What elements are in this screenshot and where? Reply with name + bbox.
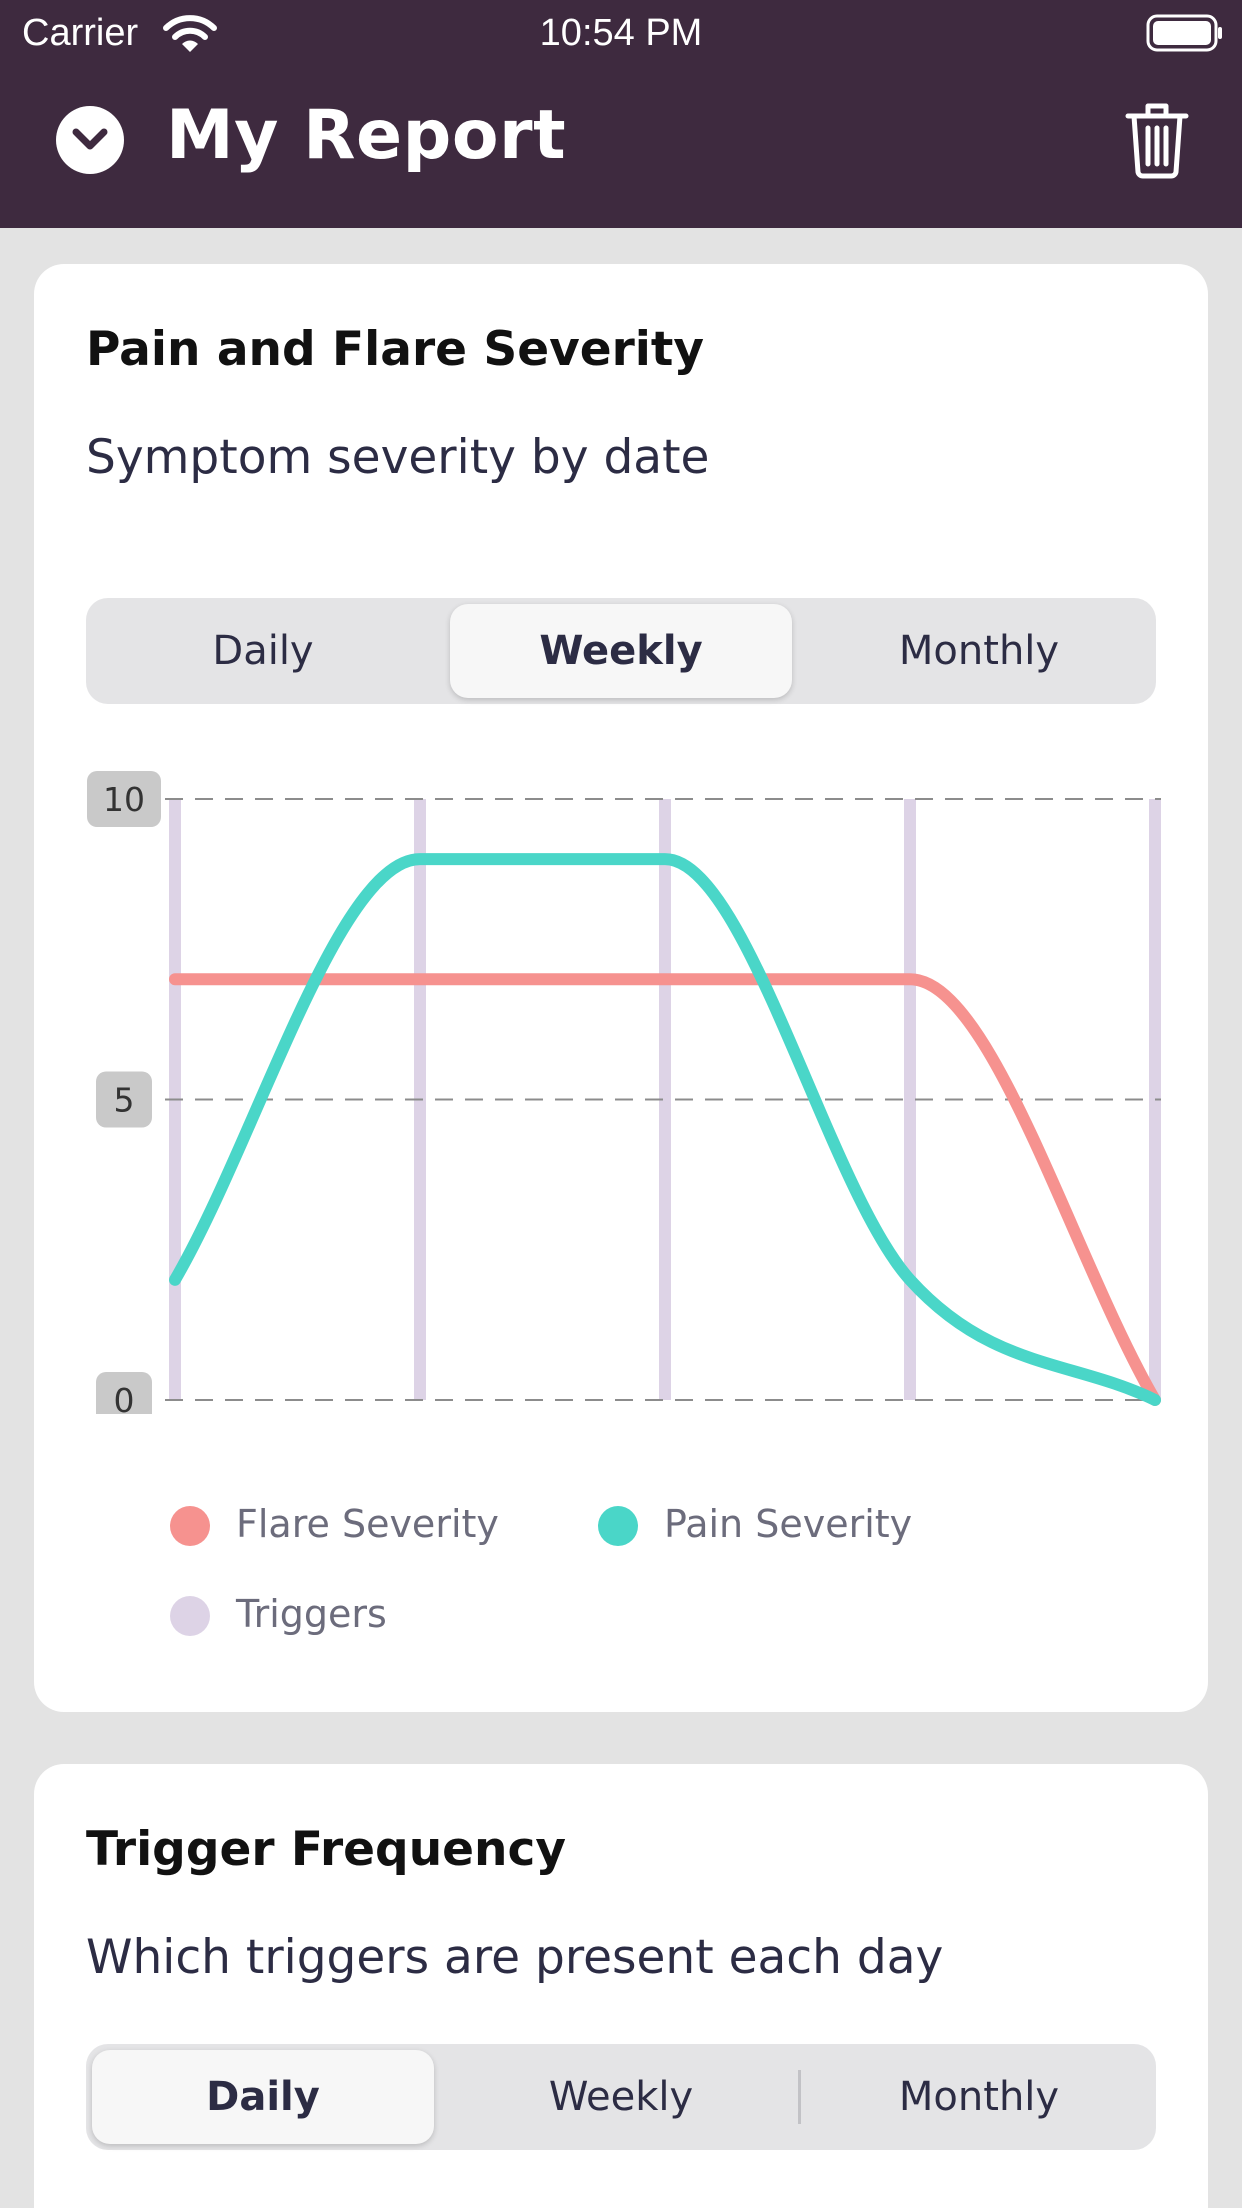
y-tick-badge (96, 1071, 152, 1128)
legend-dot-pain (598, 1506, 638, 1546)
tab-separator (798, 2070, 801, 2124)
tab-daily[interactable]: Daily (212, 628, 314, 674)
y-tick-label: 0 (114, 1381, 135, 1414)
legend-label-triggers: Triggers (236, 1592, 387, 1636)
severity-period-selector: Daily Weekly Monthly (86, 598, 1156, 704)
tab-weekly[interactable]: Weekly (450, 604, 792, 698)
carrier-label: Carrier (22, 12, 139, 54)
tab-daily[interactable]: Daily (92, 2050, 434, 2144)
trigger-period-selector: Daily Weekly Monthly (86, 2044, 1156, 2150)
status-bar: Carrier 10:54 PM (0, 0, 1242, 68)
wifi-icon (163, 15, 217, 52)
pain-severity-line (169, 853, 1161, 1406)
trigger-bar (659, 799, 671, 1400)
severity-card-title: Pain and Flare Severity (86, 322, 704, 377)
top-bar: Carrier 10:54 PM My Report (0, 0, 1242, 228)
battery-icon (1146, 14, 1222, 52)
trash-icon[interactable] (1124, 100, 1190, 180)
clock: 10:54 PM (539, 12, 703, 54)
y-tick-badge (87, 771, 161, 827)
y-tick-label: 10 (103, 780, 145, 819)
y-tick-badge (96, 1372, 152, 1414)
severity-card-subtitle: Symptom severity by date (86, 430, 710, 485)
collapse-button[interactable] (56, 106, 124, 174)
severity-card: Pain and Flare Severity Symptom severity… (34, 264, 1208, 1712)
legend-label-pain: Pain Severity (664, 1502, 913, 1546)
chevron-down-icon (72, 128, 108, 150)
trigger-card-title: Trigger Frequency (86, 1822, 566, 1877)
tab-monthly[interactable]: Monthly (898, 2074, 1060, 2120)
trigger-card-subtitle: Which triggers are present each day (86, 1930, 944, 1985)
severity-chart: 1050Oct 22Oct 29Nov 5Nov 12 (87, 771, 1161, 1414)
legend-dot-triggers (170, 1596, 210, 1636)
legend-dot-flare (170, 1506, 210, 1546)
tab-monthly[interactable]: Monthly (898, 628, 1060, 674)
tab-weekly[interactable]: Weekly (548, 2074, 694, 2120)
legend-label-flare: Flare Severity (236, 1502, 499, 1546)
page-title: My Report (166, 96, 567, 175)
trigger-card: Trigger Frequency Which triggers are pre… (34, 1764, 1208, 2208)
flare-severity-line (169, 973, 1161, 1406)
trigger-bar (904, 799, 916, 1400)
y-tick-label: 5 (114, 1081, 135, 1120)
